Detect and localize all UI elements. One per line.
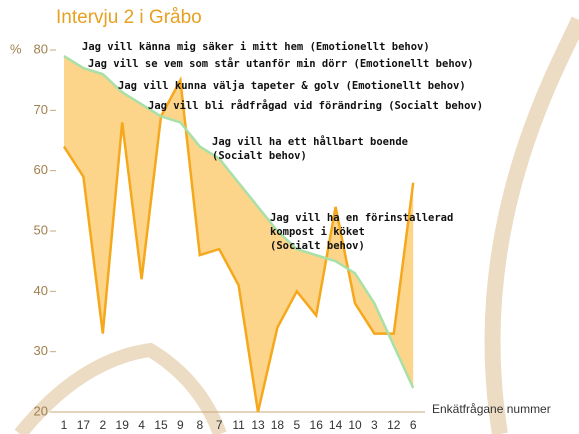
x-tick-label: 14 xyxy=(329,418,343,432)
x-tick-label: 11 xyxy=(232,418,245,432)
x-tick-label: 2 xyxy=(99,418,106,432)
annotation-line: Jag vill ha ett hållbart boende xyxy=(212,135,408,148)
annotation-line: Jag vill ha en förinstallerad xyxy=(270,212,453,224)
annotation-line: Jag vill känna mig säker i mitt hem (Emo… xyxy=(82,41,430,53)
annotation-line: (Socialt behov) xyxy=(270,240,365,252)
decoration xyxy=(493,20,579,434)
y-tick-label: 40 xyxy=(34,283,48,298)
y-tick-label: 60 xyxy=(34,162,48,177)
chart: Intervju 2 i Gråbo % Enkätfrågane nummer… xyxy=(0,0,579,434)
x-tick-label: 10 xyxy=(348,418,362,432)
x-tick-label: 17 xyxy=(77,418,91,432)
x-tick-label: 4 xyxy=(138,418,145,432)
x-tick-label: 13 xyxy=(251,418,265,432)
y-axis-label: % xyxy=(10,41,22,56)
x-tick-label: 19 xyxy=(116,418,130,432)
annotation: Jag vill känna mig säker i mitt hem (Emo… xyxy=(82,41,430,53)
x-tick-label: 16 xyxy=(310,418,324,432)
x-tick-label: 18 xyxy=(271,418,285,432)
x-tick-label: 9 xyxy=(177,418,184,432)
annotation-line: kompost i köket xyxy=(270,226,365,238)
x-tick-label: 8 xyxy=(196,418,203,432)
annotation: Jag vill se vem som står utanför min dör… xyxy=(88,57,474,70)
annotation-line: Jag vill bli rådfrågad vid förändring (S… xyxy=(148,99,483,112)
y-tick-label: 20 xyxy=(34,403,48,418)
y-tick-label: 50 xyxy=(34,222,48,237)
x-axis-label: Enkätfrågane nummer xyxy=(432,402,551,416)
x-tick-label: 5 xyxy=(293,418,300,432)
x-tick-label: 1 xyxy=(61,418,68,432)
x-tick-label: 12 xyxy=(387,418,401,432)
x-tick-label: 6 xyxy=(410,418,417,432)
y-tick-label: 80 xyxy=(34,41,48,56)
annotation-line: (Socialt behov) xyxy=(212,150,307,162)
annotation: Jag vill kunna välja tapeter & golv (Emo… xyxy=(118,80,466,92)
chart-title: Intervju 2 i Gråbo xyxy=(56,7,202,28)
annotation-line: Jag vill kunna välja tapeter & golv (Emo… xyxy=(118,80,466,92)
annotation: Jag vill ha en förinstallerad kompost i k… xyxy=(270,212,453,252)
y-tick-label: 70 xyxy=(34,102,48,117)
annotation: Jag vill ha ett hållbart boende (Socialt … xyxy=(212,135,408,162)
annotation: Jag vill bli rådfrågad vid förändring (S… xyxy=(148,99,483,112)
annotation-line: Jag vill se vem som står utanför min dör… xyxy=(88,57,474,70)
x-tick-label: 7 xyxy=(216,418,223,432)
y-tick-label: 30 xyxy=(34,343,48,358)
x-tick-label: 3 xyxy=(371,418,378,432)
x-tick-label: 15 xyxy=(154,418,168,432)
